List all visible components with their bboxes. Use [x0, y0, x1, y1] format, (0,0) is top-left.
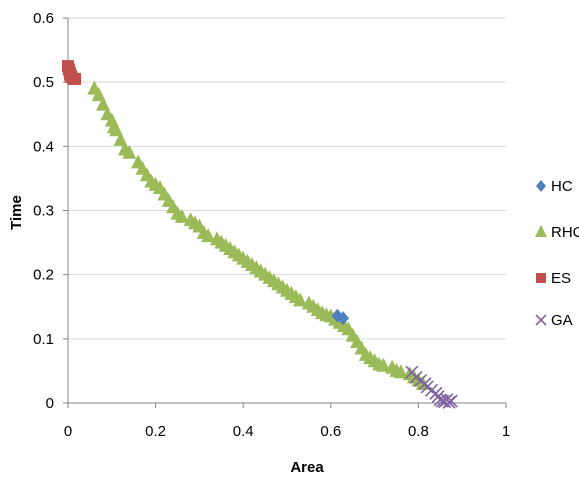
y-tick-label: 0.6	[33, 10, 54, 27]
point-rhc	[201, 228, 216, 243]
series-es	[62, 60, 82, 85]
x-tick-label: 1	[502, 423, 510, 440]
legend-marker-es	[536, 273, 546, 283]
data-marks	[62, 60, 458, 409]
y-tick-label: 0.1	[33, 331, 54, 348]
y-tick-label: 0.3	[33, 203, 54, 220]
point-rhc	[293, 292, 308, 307]
series-rhc	[87, 80, 430, 390]
legend-label-rhc: RHC	[551, 224, 579, 241]
y-tick-label: 0	[46, 395, 54, 412]
point-rhc	[109, 122, 124, 137]
legend-marker-ga	[535, 314, 547, 326]
legend-marker-hc	[536, 180, 546, 192]
y-tick-label: 0.2	[33, 267, 54, 284]
y-axis-title: Time	[8, 195, 25, 230]
series-ga	[405, 365, 458, 409]
legend-label-ga: GA	[551, 312, 573, 329]
point-rhc	[122, 144, 137, 159]
legend-item-ga: GA	[535, 312, 573, 329]
x-axis-title: Area	[290, 459, 324, 476]
series-hc	[331, 308, 350, 326]
point-rhc	[96, 96, 111, 111]
legend-item-hc: HC	[536, 178, 573, 195]
legend: HC RHC ES GA	[535, 178, 579, 329]
point-es	[64, 68, 77, 81]
tick-labels: 0 0.1 0.2 0.3 0.4 0.5 0.6 0 0.2 0.4 0.6 0.8 1	[33, 10, 510, 440]
point-rhc	[393, 364, 408, 379]
axes	[63, 17, 507, 408]
x-tick-label: 0.4	[233, 423, 254, 440]
y-tick-label: 0.4	[33, 138, 54, 155]
x-tick-label: 0	[64, 423, 72, 440]
x-tick-label: 0.8	[408, 423, 429, 440]
point-ga	[444, 394, 458, 408]
x-tick-label: 0.2	[145, 423, 166, 440]
point-rhc	[113, 131, 128, 146]
legend-label-hc: HC	[551, 178, 573, 195]
gridlines	[68, 17, 506, 340]
y-tick-label: 0.5	[33, 74, 54, 91]
legend-item-rhc: RHC	[535, 224, 579, 241]
point-rhc	[376, 357, 391, 372]
point-hc	[337, 311, 350, 326]
legend-item-es: ES	[536, 270, 571, 287]
point-rhc	[174, 208, 189, 223]
point-rhc	[91, 87, 106, 101]
legend-marker-rhc	[535, 225, 547, 237]
legend-label-es: ES	[551, 270, 571, 287]
x-tick-label: 0.6	[320, 423, 341, 440]
